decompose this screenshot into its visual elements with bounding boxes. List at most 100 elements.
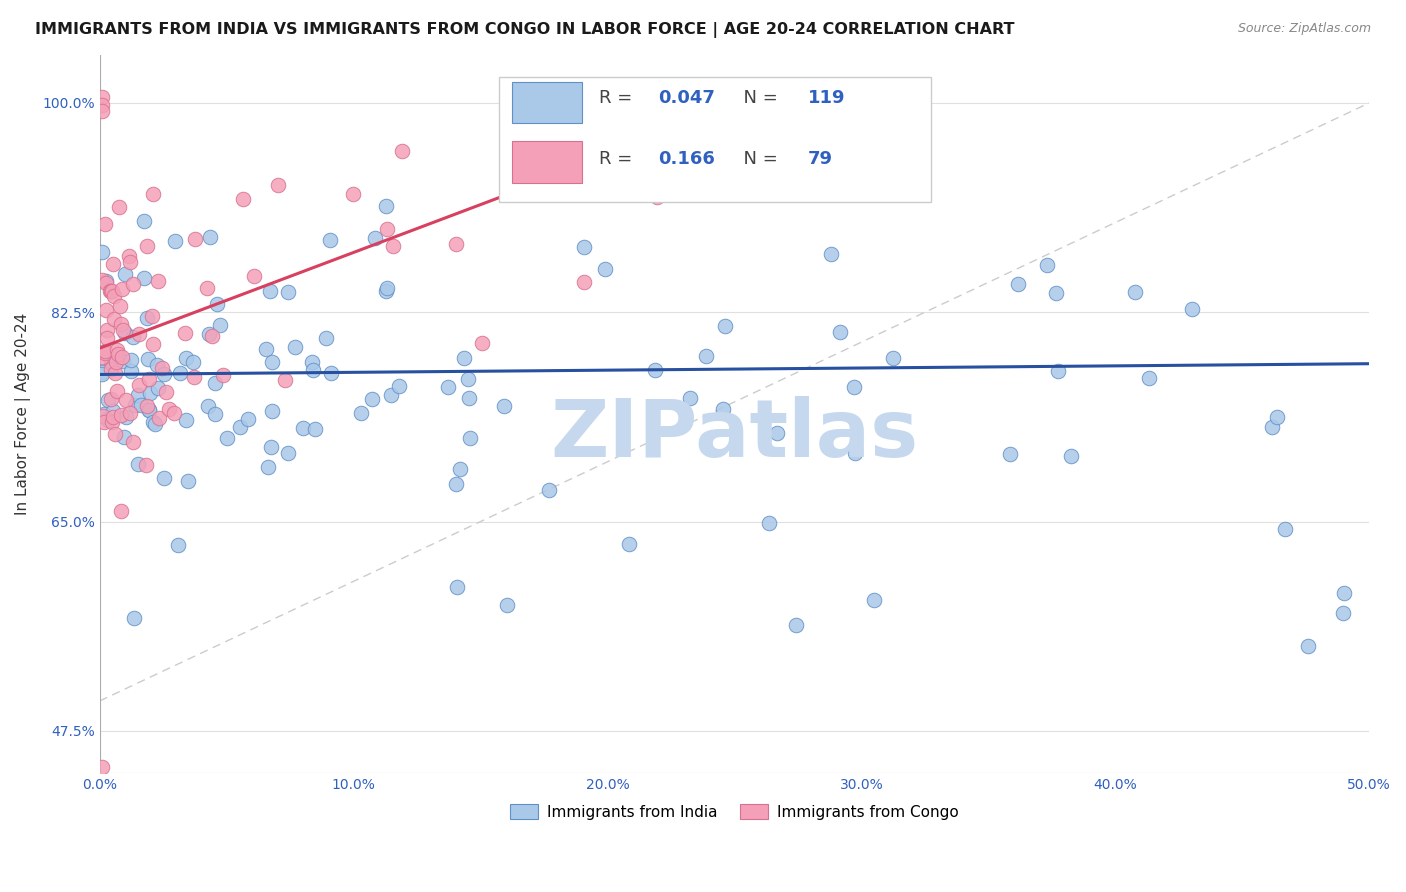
Point xyxy=(101,404,124,418)
Point xyxy=(1047,364,1070,378)
Point xyxy=(695,349,717,363)
Point xyxy=(1274,522,1296,536)
Point xyxy=(350,405,373,419)
Point xyxy=(110,299,132,313)
Point xyxy=(127,457,149,471)
Point xyxy=(291,420,314,434)
Point xyxy=(96,323,118,337)
Point xyxy=(138,372,160,386)
Point xyxy=(143,417,166,431)
Point xyxy=(262,355,284,369)
Point xyxy=(91,273,114,287)
Point xyxy=(544,143,567,157)
Point xyxy=(181,355,204,369)
Point xyxy=(828,325,851,339)
Point xyxy=(382,239,405,253)
Point xyxy=(120,364,142,378)
Text: N =: N = xyxy=(731,150,783,169)
Point xyxy=(101,409,124,424)
Point xyxy=(1181,301,1204,316)
Text: Source: ZipAtlas.com: Source: ZipAtlas.com xyxy=(1237,22,1371,36)
Point xyxy=(124,398,146,412)
Point xyxy=(267,178,290,193)
Point xyxy=(91,760,114,774)
Point xyxy=(277,285,299,300)
Point xyxy=(94,346,117,360)
Point xyxy=(862,593,884,607)
Point xyxy=(91,90,114,104)
Point xyxy=(115,392,138,407)
Point xyxy=(319,233,342,247)
Point xyxy=(1060,449,1083,463)
Point xyxy=(98,284,121,298)
Point xyxy=(647,189,669,203)
Point xyxy=(148,411,170,425)
Point xyxy=(882,351,904,366)
Point xyxy=(243,268,266,283)
Point xyxy=(195,280,218,294)
Point xyxy=(363,231,385,245)
Point xyxy=(135,458,157,472)
Point xyxy=(94,274,117,288)
Point xyxy=(820,246,842,260)
Point xyxy=(453,351,475,365)
Point xyxy=(457,372,479,386)
Point xyxy=(842,380,865,394)
Point xyxy=(100,284,122,298)
Point xyxy=(163,406,186,420)
Point xyxy=(97,393,120,408)
Point xyxy=(785,618,807,632)
Point xyxy=(118,255,141,269)
Legend: Immigrants from India, Immigrants from Congo: Immigrants from India, Immigrants from C… xyxy=(503,798,965,826)
Point xyxy=(94,277,117,291)
Point xyxy=(146,358,169,372)
Point xyxy=(136,352,159,367)
Point xyxy=(259,284,281,298)
Point xyxy=(128,327,150,342)
Point xyxy=(208,318,231,333)
Point xyxy=(114,268,136,282)
Point xyxy=(458,391,481,405)
Point xyxy=(93,407,115,421)
Point xyxy=(207,297,229,311)
Point xyxy=(110,317,132,331)
Point xyxy=(1045,285,1067,300)
Point xyxy=(458,431,481,445)
Point xyxy=(94,217,117,231)
Point xyxy=(165,235,187,249)
Point xyxy=(374,285,396,299)
Point xyxy=(301,363,323,377)
Point xyxy=(301,354,323,368)
Point xyxy=(1333,586,1355,600)
Point xyxy=(150,360,173,375)
Point xyxy=(111,350,134,364)
Point xyxy=(138,403,160,417)
Point xyxy=(217,431,239,445)
Point xyxy=(212,368,235,382)
Point xyxy=(118,406,141,420)
Point xyxy=(101,257,124,271)
Point xyxy=(135,310,157,325)
Point xyxy=(100,285,122,299)
Point xyxy=(104,427,127,442)
Point xyxy=(184,232,207,246)
Point xyxy=(91,409,114,423)
Point xyxy=(91,350,114,364)
Point xyxy=(177,474,200,488)
Text: 0.166: 0.166 xyxy=(658,150,716,169)
Point xyxy=(342,186,364,201)
Point xyxy=(105,343,128,358)
Point xyxy=(114,326,136,340)
Point xyxy=(494,399,516,413)
Y-axis label: In Labor Force | Age 20-24: In Labor Force | Age 20-24 xyxy=(15,313,31,515)
Point xyxy=(449,462,471,476)
Point xyxy=(142,337,165,351)
Point xyxy=(94,344,117,359)
Point xyxy=(1265,410,1288,425)
Point xyxy=(1036,258,1059,272)
Point xyxy=(91,367,114,381)
Text: N =: N = xyxy=(731,89,783,107)
Point xyxy=(142,415,165,429)
Point xyxy=(104,367,127,381)
Text: R =: R = xyxy=(599,89,637,107)
